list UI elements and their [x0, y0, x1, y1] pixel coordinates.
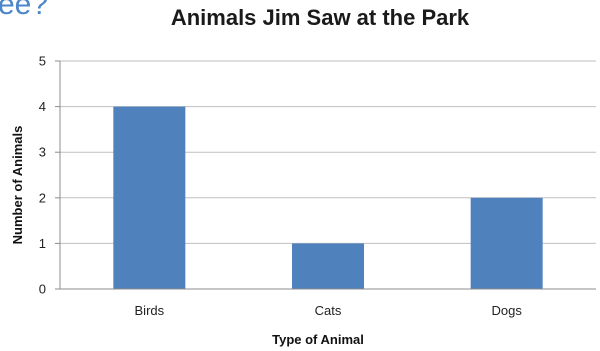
bar-cats — [292, 243, 364, 289]
y-tick-label: 3 — [39, 145, 46, 160]
y-tick-label: 0 — [39, 282, 46, 297]
x-tick-label-birds: Birds — [135, 303, 165, 318]
y-axis-title: Number of Animals — [10, 126, 25, 245]
chart-title: Animals Jim Saw at the Park — [170, 5, 470, 30]
y-tick-labels: 0 1 2 3 4 5 — [39, 54, 46, 297]
x-tick-labels: Birds Cats Dogs — [135, 303, 523, 318]
axes — [55, 60, 596, 290]
y-tick-label: 5 — [39, 54, 46, 69]
bars — [113, 106, 543, 289]
x-axis-title: Type of Animal — [272, 332, 364, 347]
y-tick-label: 1 — [39, 236, 46, 251]
bar-birds — [113, 106, 186, 289]
x-tick-label-dogs: Dogs — [491, 303, 522, 318]
y-tick-label: 4 — [39, 99, 46, 114]
y-tick-label: 2 — [39, 190, 46, 205]
bar-dogs — [470, 197, 543, 289]
cropped-heading-fragment: ee? — [0, 0, 49, 21]
x-tick-label-cats: Cats — [315, 303, 342, 318]
